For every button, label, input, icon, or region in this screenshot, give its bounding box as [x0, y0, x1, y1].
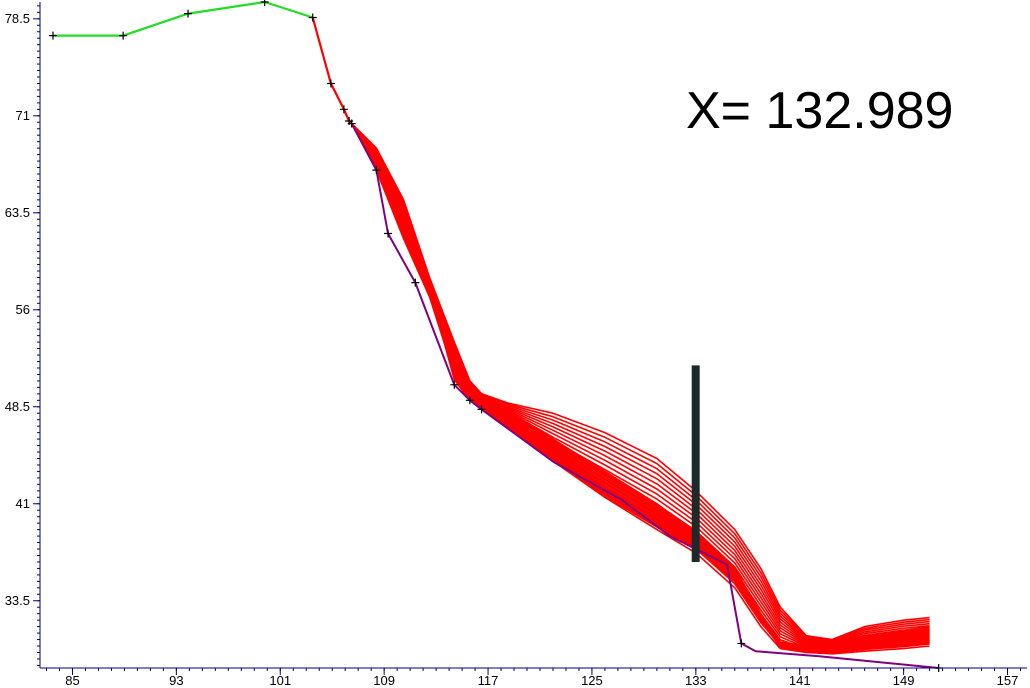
y-tick-label: 78.5	[5, 11, 30, 26]
point-marker-8	[347, 119, 356, 128]
y-tick-label: 56	[16, 302, 30, 317]
forecast-curve-9	[351, 123, 930, 646]
forecast-curve-15	[350, 123, 930, 654]
forecast-curve-1	[350, 123, 930, 654]
y-tick-label: 63.5	[5, 205, 30, 220]
forecast-curve-28	[351, 123, 930, 648]
point-marker-15	[737, 639, 746, 648]
point-marker-11	[411, 278, 420, 287]
forecast-curve-21	[351, 123, 930, 650]
point-marker-14	[477, 405, 486, 414]
forecast-curve-11	[351, 123, 930, 644]
forecast-curve-13	[351, 123, 930, 642]
forecast-curve-17	[350, 123, 930, 653]
x-tick-label: 133	[685, 673, 707, 688]
forecast-curve-6	[351, 123, 930, 649]
data-points	[48, 0, 943, 672]
forecast-curve-20	[351, 123, 930, 651]
forecast-curve-3	[351, 123, 930, 652]
series-line-history-red	[311, 17, 353, 125]
x-tick-label: 101	[269, 673, 291, 688]
point-marker-2	[184, 9, 193, 18]
y-tick-label: 33.5	[5, 593, 30, 608]
axes: 85 93 101 109 117 125 133 141 149 157 33.5 41 48.5 56…	[5, 2, 1027, 688]
point-marker-5	[326, 79, 335, 88]
forecast-curve-16	[350, 123, 930, 653]
point-marker-13	[465, 396, 474, 405]
series-line-history	[53, 0, 314, 37]
forecast-curve-18	[351, 123, 930, 652]
forecast-curve-12	[351, 123, 930, 643]
forecast-curve-4	[351, 123, 930, 651]
point-marker-0	[48, 31, 57, 40]
forecast-curve-26	[351, 123, 930, 648]
x-tick-label: 93	[169, 673, 183, 688]
point-marker-3	[260, 0, 269, 6]
x-tick-label: 141	[789, 673, 811, 688]
x-readout: X= 132.989	[686, 82, 953, 140]
point-marker-6	[339, 105, 348, 114]
y-tick-label: 41	[16, 496, 30, 511]
forecast-curve-19	[351, 123, 930, 651]
forecast-curve-10	[351, 123, 930, 645]
point-marker-10	[384, 229, 393, 238]
forecast-curve-22	[351, 123, 930, 650]
forecast-curve-14	[351, 123, 930, 641]
forecast-curve-2	[351, 123, 930, 653]
x-tick-label: 157	[997, 673, 1019, 688]
y-tick-label: 71	[16, 108, 30, 123]
point-marker-9	[372, 166, 381, 175]
y-tick-label: 48.5	[5, 399, 30, 414]
forecast-curve-24	[351, 123, 930, 649]
x-tick-label: 125	[581, 673, 603, 688]
forecast-curve-25	[351, 123, 930, 649]
forecast-curve-0	[350, 123, 930, 655]
point-marker-1	[119, 31, 128, 40]
forecast-curve-8	[351, 123, 930, 647]
series-line-actual	[350, 123, 939, 669]
x-tick-label: 85	[65, 673, 79, 688]
forecast-curve-27	[351, 123, 930, 648]
x-tick-label: 117	[478, 673, 499, 688]
forecast-curve-7	[351, 123, 930, 648]
point-marker-12	[450, 380, 459, 389]
x-tick-label: 149	[893, 673, 915, 688]
forecast-curve-5	[351, 123, 930, 650]
forecast-curve-29	[351, 123, 930, 647]
forecast-curve-23	[351, 123, 930, 650]
point-marker-4	[308, 13, 317, 22]
forecast-ensemble	[350, 123, 930, 655]
x-tick-label: 109	[373, 673, 395, 688]
